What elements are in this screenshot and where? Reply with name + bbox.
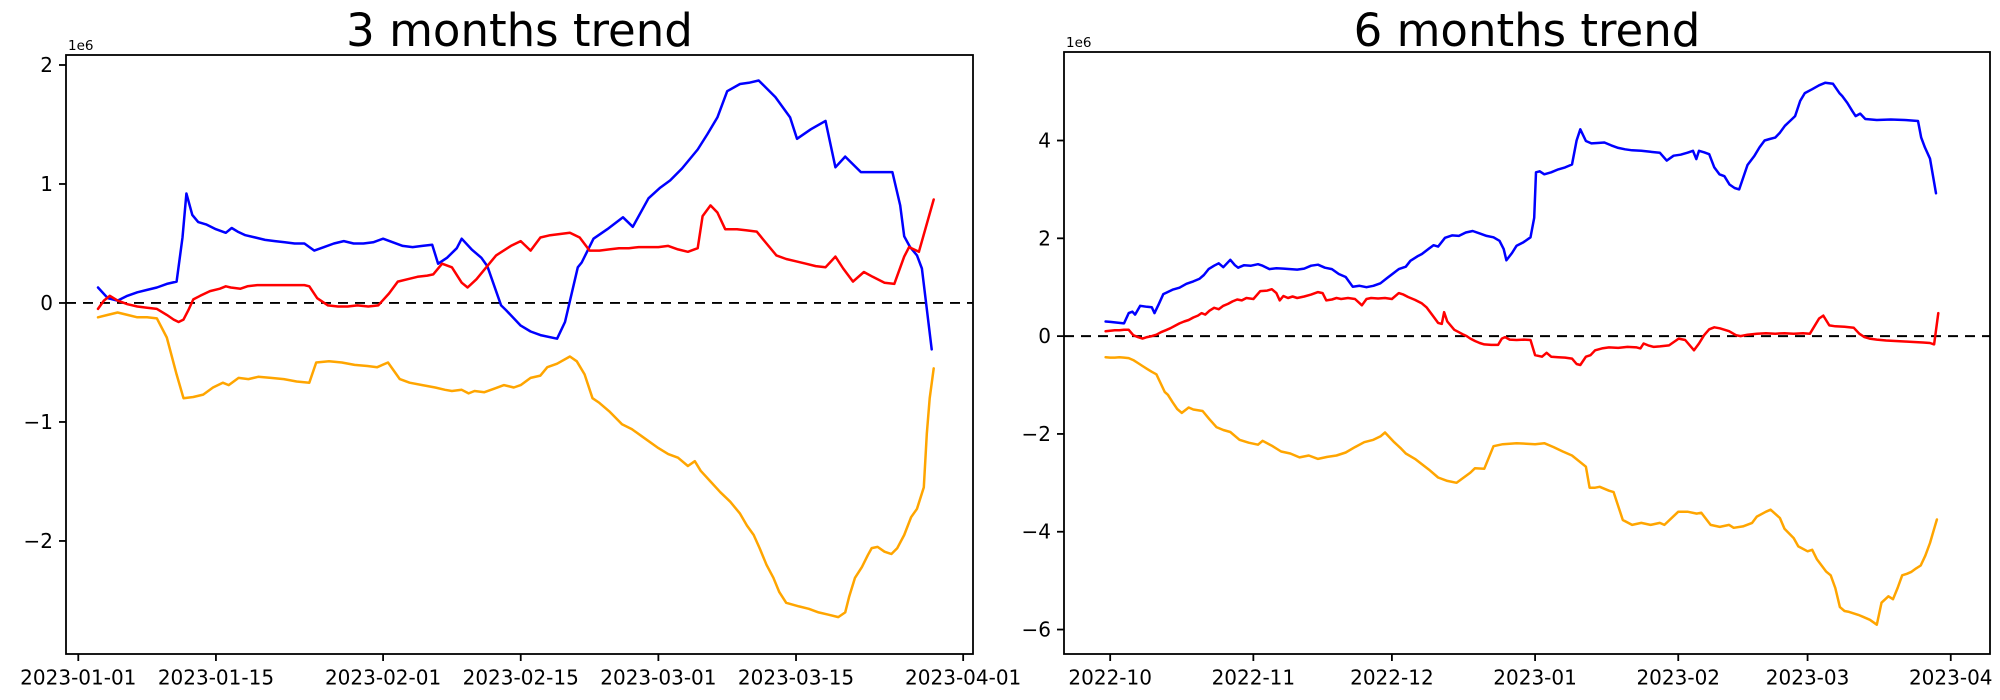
series-line-red — [1104, 287, 1940, 367]
x-tick-label: 2023-04-01 — [905, 666, 1021, 690]
y-tick-label: −6 — [1022, 618, 1051, 642]
chart-title-6-months-trend: 6 months trend — [1353, 4, 1701, 57]
series-line-orange — [96, 311, 935, 619]
y-axis-offset-label: 1e6 — [1066, 35, 1091, 51]
series-line-blue — [96, 79, 933, 351]
x-tick-label: 2023-01 — [1493, 666, 1577, 690]
x-tick-label: 2023-02-15 — [463, 666, 579, 690]
x-tick-label: 2022-12 — [1350, 666, 1434, 690]
chart-trend-3m: 2023-01-01 2023-01-15 2023-02-01 2023-02-15… — [20, 38, 1021, 690]
y-tick-label: −4 — [1022, 520, 1051, 544]
x-tick-label: 2023-03 — [1766, 666, 1850, 690]
series-line-blue — [1104, 81, 1938, 325]
axes-border — [1063, 51, 1991, 655]
axes-border — [65, 54, 974, 655]
x-tick-label: 2023-02-01 — [325, 666, 441, 690]
x-tick-label: 2023-03-15 — [738, 666, 854, 690]
x-tick-label: 2023-03-01 — [600, 666, 716, 690]
y-tick-label: 2 — [1038, 226, 1051, 250]
x-tick-label: 2022-10 — [1068, 666, 1152, 690]
x-tick-label: 2023-01-15 — [158, 666, 274, 690]
y-tick-label: 1 — [40, 172, 53, 196]
y-tick-label: 4 — [1038, 129, 1051, 153]
y-tick-label: −2 — [24, 529, 53, 553]
y-tick-label: 0 — [1038, 324, 1051, 348]
y-tick-label: −1 — [24, 410, 53, 434]
series-line-orange — [1104, 355, 1939, 626]
y-tick-label: 0 — [40, 291, 53, 315]
x-tick-label: 2022-11 — [1212, 666, 1296, 690]
chart-trend-6m: 2022-10 2022-11 2022-12 2023-01 2023-02 2023-… — [1022, 35, 1993, 690]
chart-title-3-months-trend: 3 months trend — [346, 4, 693, 57]
series-line-red — [96, 198, 935, 324]
x-tick-label: 2023-01-01 — [20, 666, 136, 690]
y-axis-offset-label: 1e6 — [68, 38, 93, 54]
x-tick-label: 2023-04 — [1909, 666, 1993, 690]
x-tick-label: 2023-02 — [1636, 666, 1720, 690]
y-tick-label: 2 — [40, 53, 53, 77]
y-tick-label: −2 — [1022, 422, 1051, 446]
